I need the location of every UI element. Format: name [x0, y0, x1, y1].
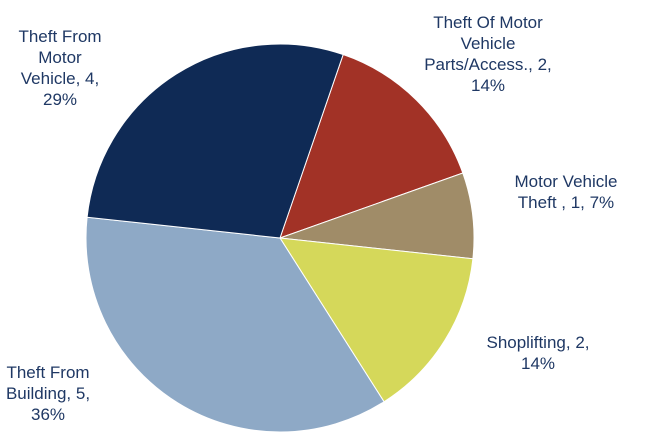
slice-label-line: Vehicle	[461, 34, 516, 53]
pie-slice-shoplifting	[279, 237, 474, 403]
slice-label-line: Theft , 1, 7%	[518, 193, 614, 212]
slice-label-line: Parts/Access., 2,	[424, 55, 552, 74]
slice-label-line: Building, 5,	[6, 384, 90, 403]
slice-label: Theft From Building, 5, 36%	[6, 363, 90, 424]
slice-label-line: Motor Vehicle	[515, 172, 618, 191]
slice-label-line: Motor	[38, 48, 82, 67]
slice-label-line: Theft From	[18, 27, 101, 46]
slice-label-line: 14%	[521, 354, 555, 373]
pie-slice-theft-from-motor-vehicle	[86, 43, 344, 239]
slice-label: Theft Of Motor Vehicle Parts/Access., 2, 14…	[424, 13, 552, 95]
slice-label-line: Vehicle, 4,	[21, 69, 99, 88]
pie-slice-theft-from-building	[85, 216, 385, 432]
slice-label: Shoplifting, 2, 14%	[486, 333, 589, 373]
slice-label-line: 14%	[471, 76, 505, 95]
slice-label-line: Theft From	[6, 363, 89, 382]
slice-label-line: Shoplifting, 2,	[486, 333, 589, 352]
slice-label-line: Theft Of Motor	[433, 13, 543, 32]
slice-label-line: 36%	[31, 405, 65, 424]
slice-label: Theft From Motor Vehicle, 4, 29%	[18, 27, 101, 109]
slice-label: Motor Vehicle Theft , 1, 7%	[515, 172, 618, 212]
slice-labels: Theft Of Motor Vehicle Parts/Access., 2, 14…	[6, 13, 618, 424]
pie-slice-theft-of-motor-vehicle-parts-access	[279, 53, 464, 239]
slice-label-line: 29%	[43, 90, 77, 109]
pie-slices	[85, 43, 475, 432]
